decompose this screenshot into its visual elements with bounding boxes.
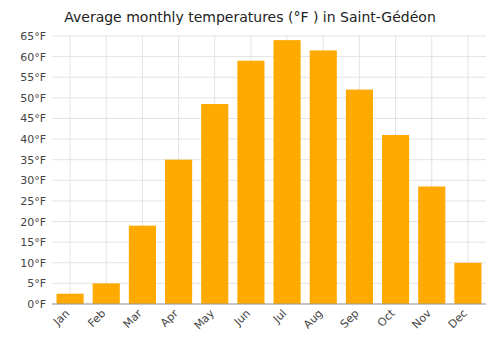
y-tick-label: 20°F [20, 216, 46, 229]
bar [93, 283, 120, 304]
y-tick-label: 35°F [20, 154, 46, 167]
y-tick-label: 25°F [20, 195, 46, 208]
x-grid-line [106, 36, 107, 304]
x-tick-label: Dec [446, 307, 470, 331]
bar [310, 50, 337, 304]
y-grid-line [52, 159, 486, 160]
x-tick-label: Nov [409, 307, 434, 332]
x-tick-label: Feb [85, 307, 108, 330]
y-grid-line [52, 180, 486, 181]
bar [382, 135, 409, 304]
x-grid-line [70, 36, 71, 304]
y-grid-line [52, 97, 486, 98]
y-tick-label: 40°F [20, 133, 46, 146]
bar [346, 90, 373, 304]
x-tick-label: Jul [270, 307, 289, 326]
y-grid-line [52, 304, 486, 305]
x-tick-label: May [192, 307, 218, 333]
bar [129, 226, 156, 304]
x-tick-label: Aug [301, 307, 325, 331]
background [0, 0, 500, 350]
y-grid-line [52, 118, 486, 119]
bar [274, 40, 301, 304]
y-grid-line [52, 36, 486, 37]
y-grid-line [52, 77, 486, 78]
y-tick-label: 10°F [20, 257, 46, 270]
bar [237, 61, 264, 304]
y-tick-label: 5°F [27, 277, 46, 290]
y-tick-label: 60°F [20, 51, 46, 64]
y-tick-label: 50°F [20, 92, 46, 105]
x-tick-label: Mar [121, 307, 145, 331]
bar [418, 186, 445, 304]
y-grid-line [52, 139, 486, 140]
x-tick-label: Jun [231, 307, 253, 329]
bar [57, 294, 84, 304]
chart: Average monthly temperatures (°F ) in Sa… [0, 0, 500, 350]
bars [57, 40, 482, 304]
bar [201, 104, 228, 304]
y-tick-label: 15°F [20, 236, 46, 249]
y-tick-label: 30°F [20, 174, 46, 187]
y-grid-line [52, 56, 486, 57]
bar [165, 160, 192, 304]
x-tick-label: Oct [375, 306, 398, 329]
grid [52, 36, 486, 304]
y-tick-label: 55°F [20, 71, 46, 84]
x-tick-label: Sep [338, 307, 362, 331]
title: Average monthly temperatures (°F ) in Sa… [64, 9, 436, 25]
y-tick-label: 65°F [20, 30, 46, 43]
bar [454, 263, 481, 304]
x-tick-label: Apr [158, 307, 181, 330]
y-tick-label: 0°F [27, 298, 46, 311]
y-tick-label: 45°F [20, 112, 46, 125]
x-tick-label: Jan [50, 307, 72, 329]
x-axis-line [52, 304, 486, 305]
